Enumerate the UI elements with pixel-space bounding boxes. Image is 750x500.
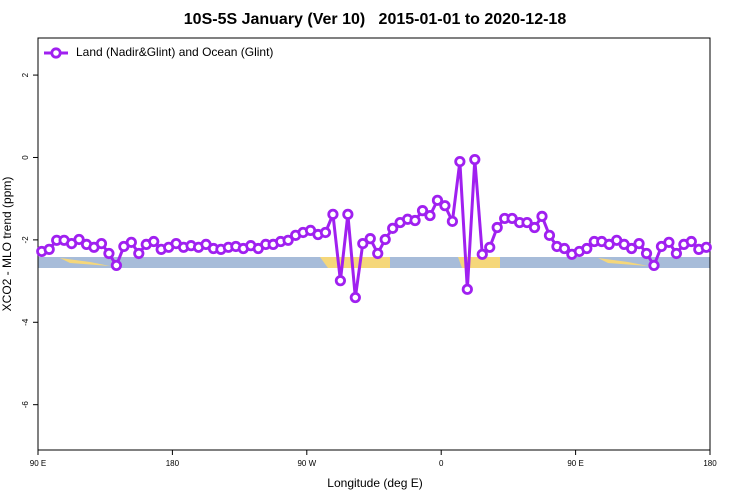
data-point (95, 237, 108, 250)
chart-title: 10S-5S January (Ver 10) 2015-01-01 to 20… (184, 11, 567, 28)
data-point (663, 236, 675, 248)
data-point (73, 233, 85, 246)
y-tick-label: -2 (21, 236, 30, 244)
data-point (469, 153, 481, 166)
data-point (424, 209, 436, 222)
y-axis-label: XCO2 - MLO trend (ppm) (0, 177, 14, 312)
data-point (409, 214, 421, 227)
data-point (357, 237, 369, 250)
y-tick-label: 0 (21, 155, 30, 160)
data-point (125, 236, 137, 248)
data-point (476, 248, 488, 260)
data-point (491, 221, 503, 234)
data-point (521, 216, 533, 229)
data-point (700, 241, 712, 253)
x-tick-label: 180 (703, 459, 717, 468)
data-point (558, 242, 571, 255)
data-point (625, 242, 638, 255)
data-point (670, 247, 683, 260)
data-point (685, 235, 697, 248)
data-point (543, 229, 556, 241)
data-point (446, 215, 458, 227)
data-point (454, 156, 466, 168)
data-point (633, 237, 645, 250)
data-point (349, 291, 361, 304)
data-point (282, 234, 294, 246)
land (598, 258, 648, 266)
y-tick-label: 2 (21, 72, 30, 77)
y-tick-label: -6 (21, 401, 30, 409)
data-point (581, 242, 593, 255)
legend-label: Land (Nadir&Glint) and Ocean (Glint) (76, 45, 273, 59)
data-point (484, 241, 496, 253)
data-point (536, 210, 548, 222)
x-tick-label: 90 W (297, 459, 316, 468)
data-point (148, 235, 160, 248)
data-point (372, 247, 384, 260)
data-point (133, 247, 145, 260)
y-tick-label: -4 (21, 318, 30, 326)
x-axis-label: Longitude (deg E) (327, 476, 422, 490)
x-tick-label: 90 E (30, 459, 46, 468)
data-point (431, 194, 444, 206)
data-point (319, 226, 332, 239)
data-point (387, 222, 399, 234)
data-point (648, 259, 660, 272)
data-point (528, 221, 541, 234)
legend-marker (50, 47, 62, 59)
x-tick-label: 90 E (567, 459, 583, 468)
data-point (103, 247, 115, 260)
x-tick-label: 180 (166, 459, 180, 468)
data-point (110, 259, 123, 272)
data-point (640, 247, 653, 260)
data-point (342, 208, 354, 220)
data-point (379, 233, 391, 246)
data-point (416, 205, 429, 217)
x-tick-label: 0 (439, 459, 444, 468)
data-point (327, 208, 339, 220)
land (60, 258, 110, 266)
data-point (461, 283, 473, 295)
data-point (439, 200, 451, 212)
series-line (41, 159, 707, 298)
data-point (364, 233, 376, 245)
data-point (43, 243, 55, 255)
data-point (334, 275, 346, 287)
